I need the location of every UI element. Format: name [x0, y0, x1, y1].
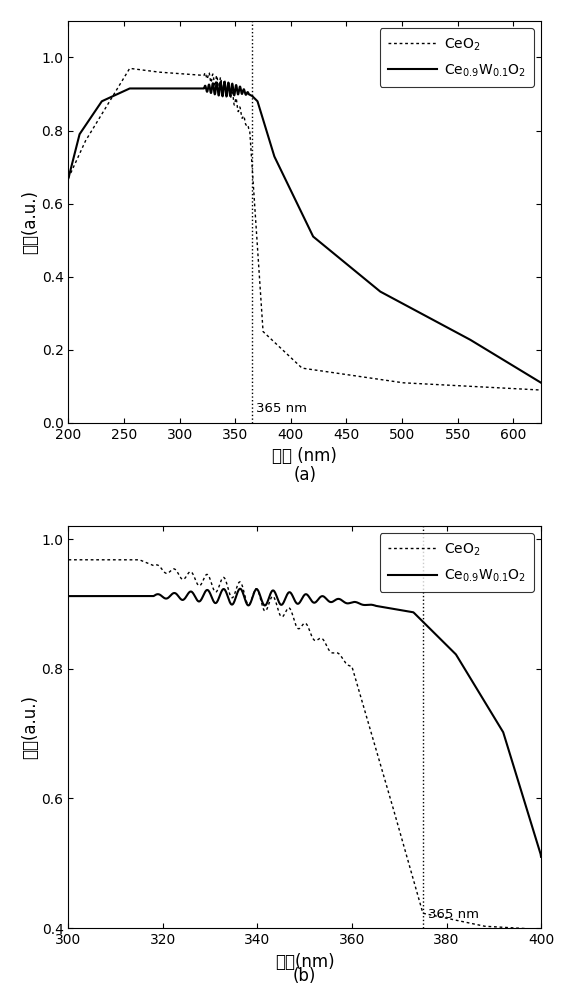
- Ce$_{0.9}$W$_{0.1}$O$_2$: [89, 109, 96, 121]
- Ce$_{0.9}$W$_{0.1}$O$_2$: [274, 591, 281, 603]
- CeO$_2$: [295, 359, 302, 371]
- CeO$_2$: [65, 554, 72, 566]
- Ce$_{0.9}$W$_{0.1}$O$_2$: [256, 589, 263, 601]
- CeO$_2$: [89, 123, 96, 135]
- Ce$_{0.9}$W$_{0.1}$O$_2$: [237, 583, 244, 595]
- Ce$_{0.9}$W$_{0.1}$O$_2$: [434, 630, 441, 642]
- Y-axis label: 强度(a.u.): 强度(a.u.): [21, 190, 39, 254]
- Ce$_{0.9}$W$_{0.1}$O$_2$: [65, 172, 72, 184]
- CeO$_2$: [389, 802, 396, 814]
- CeO$_2$: [438, 379, 444, 391]
- Ce$_{0.9}$W$_{0.1}$O$_2$: [443, 639, 450, 651]
- Line: CeO$_2$: CeO$_2$: [68, 560, 541, 929]
- CeO$_2$: [113, 554, 120, 566]
- CeO$_2$: [65, 172, 72, 184]
- CeO$_2$: [524, 383, 531, 395]
- Ce$_{0.9}$W$_{0.1}$O$_2$: [524, 368, 531, 380]
- Ce$_{0.9}$W$_{0.1}$O$_2$: [538, 851, 545, 863]
- Text: 365 nm: 365 nm: [256, 402, 308, 415]
- CeO$_2$: [256, 589, 263, 601]
- CeO$_2$: [434, 910, 440, 922]
- Ce$_{0.9}$W$_{0.1}$O$_2$: [538, 377, 545, 389]
- CeO$_2$: [538, 384, 545, 396]
- X-axis label: 波长(nm): 波长(nm): [275, 953, 335, 971]
- CeO$_2$: [538, 923, 545, 935]
- Legend: CeO$_2$, Ce$_{0.9}$W$_{0.1}$O$_2$: CeO$_2$, Ce$_{0.9}$W$_{0.1}$O$_2$: [380, 28, 534, 87]
- Ce$_{0.9}$W$_{0.1}$O$_2$: [65, 590, 72, 602]
- Ce$_{0.9}$W$_{0.1}$O$_2$: [524, 369, 531, 381]
- Legend: CeO$_2$, Ce$_{0.9}$W$_{0.1}$O$_2$: CeO$_2$, Ce$_{0.9}$W$_{0.1}$O$_2$: [380, 533, 534, 592]
- CeO$_2$: [273, 599, 280, 611]
- Ce$_{0.9}$W$_{0.1}$O$_2$: [295, 200, 302, 212]
- CeO$_2$: [126, 62, 133, 74]
- Y-axis label: 强度(a.u.): 强度(a.u.): [21, 695, 39, 759]
- Ce$_{0.9}$W$_{0.1}$O$_2$: [438, 318, 444, 330]
- Ce$_{0.9}$W$_{0.1}$O$_2$: [221, 76, 228, 88]
- Line: Ce$_{0.9}$W$_{0.1}$O$_2$: Ce$_{0.9}$W$_{0.1}$O$_2$: [68, 589, 541, 857]
- Text: 365 nm: 365 nm: [428, 908, 478, 921]
- Ce$_{0.9}$W$_{0.1}$O$_2$: [390, 603, 397, 615]
- Ce$_{0.9}$W$_{0.1}$O$_2$: [113, 590, 120, 602]
- CeO$_2$: [442, 912, 449, 924]
- Text: (a): (a): [293, 466, 316, 484]
- Line: Ce$_{0.9}$W$_{0.1}$O$_2$: Ce$_{0.9}$W$_{0.1}$O$_2$: [68, 82, 541, 383]
- Ce$_{0.9}$W$_{0.1}$O$_2$: [282, 174, 289, 186]
- CeO$_2$: [282, 347, 289, 359]
- X-axis label: 波长 (nm): 波长 (nm): [273, 447, 337, 465]
- CeO$_2$: [524, 383, 531, 395]
- Line: CeO$_2$: CeO$_2$: [68, 68, 541, 390]
- Text: (b): (b): [293, 967, 316, 985]
